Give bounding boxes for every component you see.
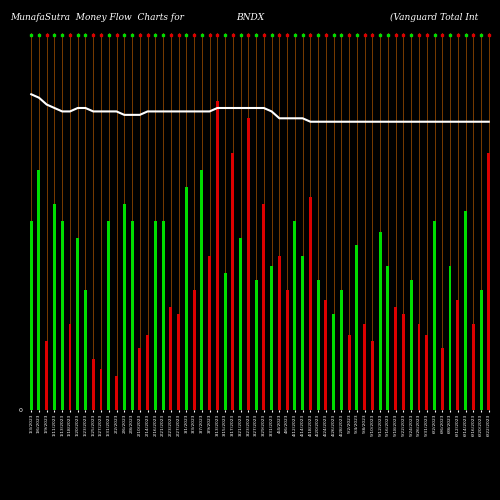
- Bar: [270, 266, 273, 410]
- Bar: [177, 314, 180, 410]
- Bar: [441, 348, 444, 410]
- Bar: [115, 376, 118, 410]
- Bar: [363, 324, 366, 410]
- Bar: [472, 324, 475, 410]
- Bar: [232, 152, 234, 410]
- Bar: [92, 358, 94, 410]
- Bar: [185, 187, 188, 410]
- Bar: [53, 204, 56, 410]
- Bar: [294, 221, 296, 410]
- Bar: [340, 290, 343, 410]
- Bar: [309, 197, 312, 410]
- Bar: [410, 280, 412, 410]
- Bar: [100, 369, 102, 410]
- Bar: [394, 307, 397, 410]
- Bar: [301, 256, 304, 410]
- Bar: [332, 314, 335, 410]
- Bar: [488, 152, 490, 410]
- Bar: [402, 314, 405, 410]
- Bar: [371, 342, 374, 410]
- Bar: [386, 266, 390, 410]
- Bar: [426, 334, 428, 410]
- Bar: [456, 300, 459, 410]
- Bar: [138, 348, 141, 410]
- Bar: [433, 221, 436, 410]
- Text: (Vanguard Total Int: (Vanguard Total Int: [390, 12, 478, 22]
- Bar: [76, 238, 79, 410]
- Bar: [68, 324, 71, 410]
- Bar: [418, 324, 420, 410]
- Bar: [224, 272, 226, 410]
- Bar: [200, 170, 203, 410]
- Bar: [254, 280, 258, 410]
- Bar: [378, 232, 382, 410]
- Bar: [356, 246, 358, 410]
- Bar: [216, 101, 219, 410]
- Bar: [278, 256, 281, 410]
- Bar: [247, 118, 250, 410]
- Bar: [239, 238, 242, 410]
- Bar: [154, 221, 157, 410]
- Bar: [38, 170, 40, 410]
- Text: BNDX: BNDX: [236, 12, 264, 22]
- Bar: [146, 334, 149, 410]
- Bar: [286, 290, 288, 410]
- Bar: [130, 221, 134, 410]
- Bar: [123, 204, 126, 410]
- Bar: [262, 204, 266, 410]
- Bar: [208, 256, 211, 410]
- Text: MunafaSutra  Money Flow  Charts for: MunafaSutra Money Flow Charts for: [10, 12, 184, 22]
- Bar: [30, 221, 32, 410]
- Bar: [61, 221, 64, 410]
- Bar: [192, 290, 196, 410]
- Bar: [464, 211, 467, 410]
- Bar: [108, 221, 110, 410]
- Bar: [324, 300, 328, 410]
- Bar: [448, 266, 452, 410]
- Bar: [348, 334, 350, 410]
- Bar: [162, 221, 164, 410]
- Bar: [170, 307, 172, 410]
- Bar: [480, 290, 482, 410]
- Bar: [316, 280, 320, 410]
- Bar: [84, 290, 87, 410]
- Bar: [45, 342, 48, 410]
